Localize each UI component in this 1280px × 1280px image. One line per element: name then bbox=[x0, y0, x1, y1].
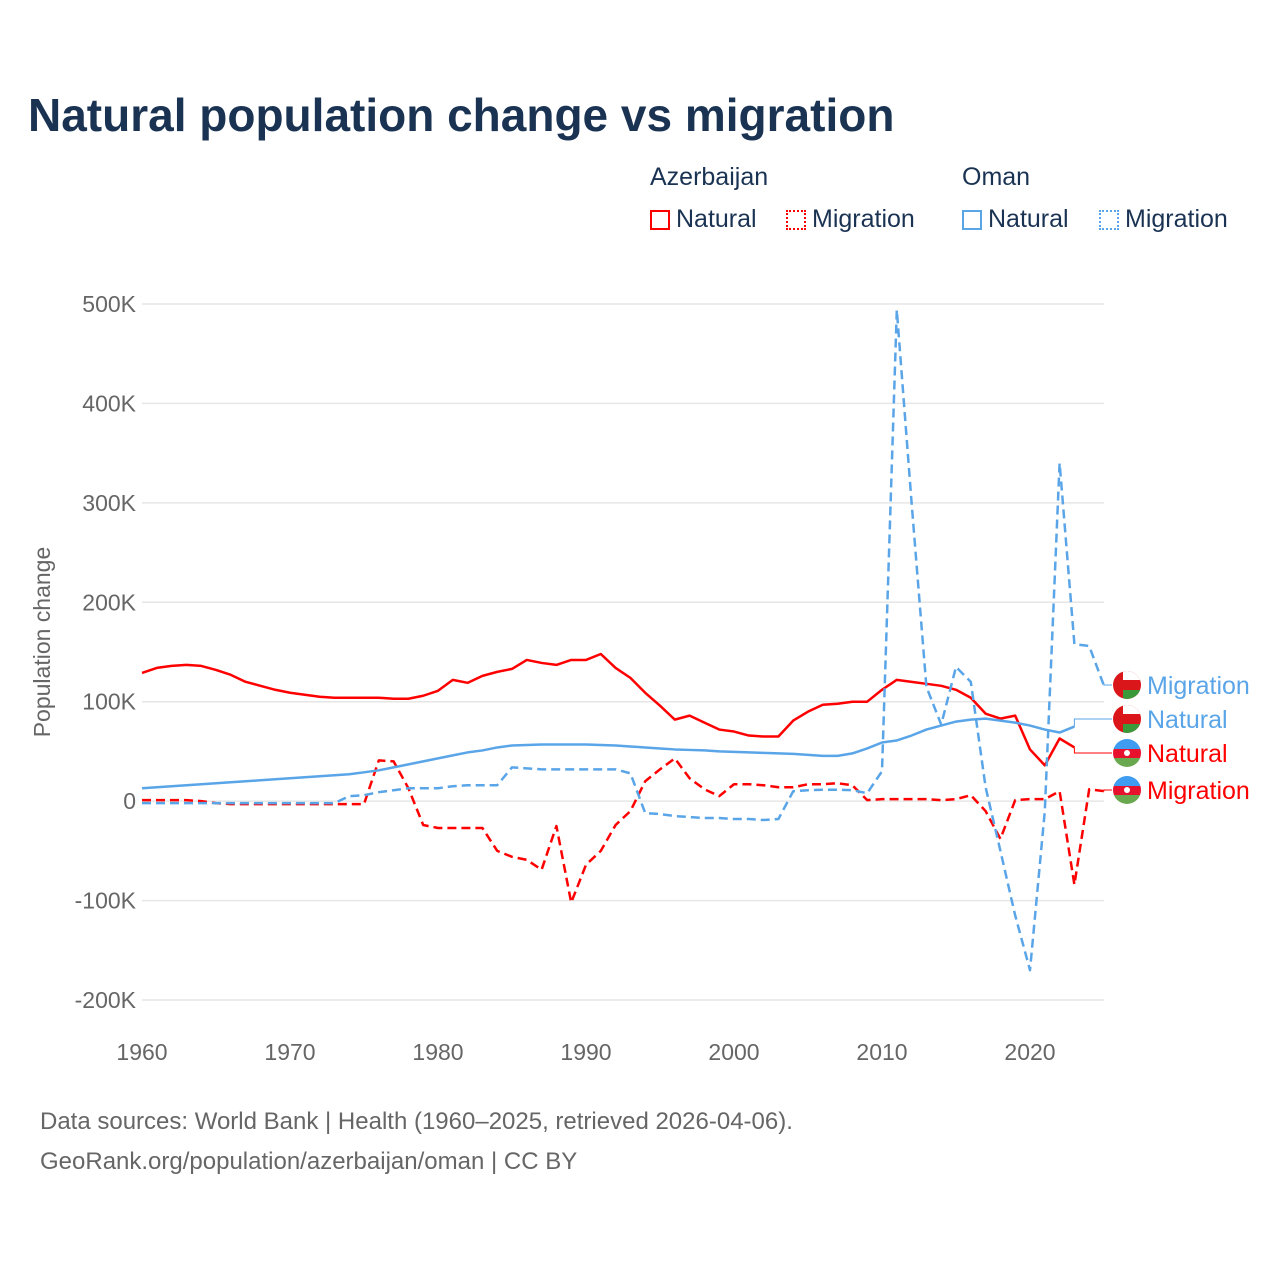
oman-flag-icon bbox=[1113, 705, 1141, 733]
y-tick-label: -100K bbox=[75, 888, 137, 914]
legend-label: Natural bbox=[988, 205, 1069, 233]
series-line-azerbaijan-migration bbox=[142, 757, 1105, 904]
y-tick-label: -200K bbox=[75, 987, 137, 1013]
legend-group-azerbaijan: Azerbaijan bbox=[650, 163, 769, 191]
azerbaijan-flag-icon bbox=[1113, 739, 1141, 767]
x-tick-label: 2010 bbox=[856, 1039, 907, 1065]
series-end-label: Migration bbox=[1147, 672, 1250, 700]
y-tick-label: 0 bbox=[123, 788, 136, 814]
legend-label: Migration bbox=[1125, 205, 1228, 233]
y-tick-label: 400K bbox=[82, 390, 136, 416]
dotted-swatch-icon bbox=[1099, 210, 1119, 230]
legend-item-oman-natural[interactable]: Natural bbox=[962, 205, 1069, 234]
y-tick-label: 300K bbox=[82, 490, 136, 516]
series-line-oman-natural bbox=[141, 717, 1075, 790]
y-tick-label: 100K bbox=[82, 689, 136, 715]
legend-item-azerbaijan-natural[interactable]: Natural bbox=[650, 205, 757, 234]
label-connector bbox=[1103, 789, 1112, 792]
x-tick-label: 2000 bbox=[708, 1039, 759, 1065]
dotted-swatch-icon bbox=[786, 210, 806, 230]
label-connector bbox=[1073, 718, 1112, 727]
footer-link[interactable]: GeoRank.org/population/azerbaijan/oman |… bbox=[40, 1148, 578, 1175]
solid-swatch-icon bbox=[962, 210, 982, 230]
legend-label: Migration bbox=[812, 205, 915, 233]
solid-swatch-icon bbox=[650, 210, 670, 230]
series-line-azerbaijan-natural bbox=[141, 652, 1076, 767]
legend-item-azerbaijan-migration[interactable]: Migration bbox=[786, 205, 915, 234]
x-tick-label: 1970 bbox=[264, 1039, 315, 1065]
series-line-oman-migration bbox=[142, 308, 1106, 972]
legend-group-oman: Oman bbox=[962, 163, 1031, 191]
azerbaijan-flag-icon bbox=[1113, 776, 1141, 804]
y-tick-label: 200K bbox=[82, 589, 136, 615]
y-axis-label: Population change bbox=[29, 547, 55, 738]
x-tick-label: 1960 bbox=[116, 1039, 167, 1065]
series-end-label: Natural bbox=[1147, 706, 1228, 734]
chart-title: Natural population change vs migration bbox=[28, 89, 895, 141]
legend-label: Natural bbox=[676, 205, 757, 233]
y-tick-label: 500K bbox=[82, 291, 136, 317]
label-connector bbox=[1103, 684, 1112, 686]
x-tick-label: 1980 bbox=[412, 1039, 463, 1065]
series-end-label: Migration bbox=[1147, 777, 1250, 805]
legend-item-oman-migration[interactable]: Migration bbox=[1099, 205, 1228, 234]
label-connector bbox=[1073, 747, 1112, 754]
series-end-label: Natural bbox=[1147, 740, 1228, 768]
x-tick-label: 1990 bbox=[560, 1039, 611, 1065]
oman-flag-icon bbox=[1113, 671, 1141, 699]
footer-sources: Data sources: World Bank | Health (1960–… bbox=[40, 1108, 793, 1135]
x-tick-label: 2020 bbox=[1004, 1039, 1055, 1065]
